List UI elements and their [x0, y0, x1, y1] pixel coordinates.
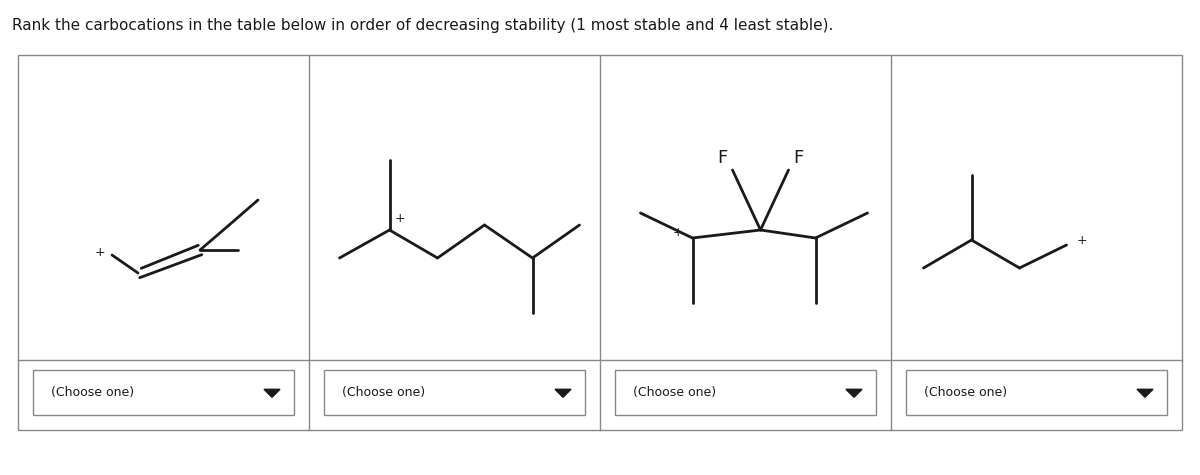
Text: (Choose one): (Choose one) [342, 386, 425, 399]
Polygon shape [846, 390, 862, 397]
Polygon shape [1138, 390, 1153, 397]
Bar [906, 370, 1166, 415]
Text: F: F [793, 149, 804, 167]
Polygon shape [264, 390, 280, 397]
Text: (Choose one): (Choose one) [924, 386, 1007, 399]
Bar [324, 370, 586, 415]
Text: +: + [1076, 234, 1087, 247]
Text: Rank the carbocations in the table below in order of decreasing stability (1 mos: Rank the carbocations in the table below… [12, 18, 833, 33]
Bar [616, 370, 876, 415]
Text: (Choose one): (Choose one) [50, 386, 134, 399]
Text: (Choose one): (Choose one) [634, 386, 716, 399]
Polygon shape [554, 390, 571, 397]
Text: +: + [672, 227, 683, 239]
Bar [34, 370, 294, 415]
Text: +: + [95, 247, 106, 259]
Text: +: + [394, 211, 404, 225]
Text: F: F [718, 149, 727, 167]
Bar [18, 55, 1182, 430]
